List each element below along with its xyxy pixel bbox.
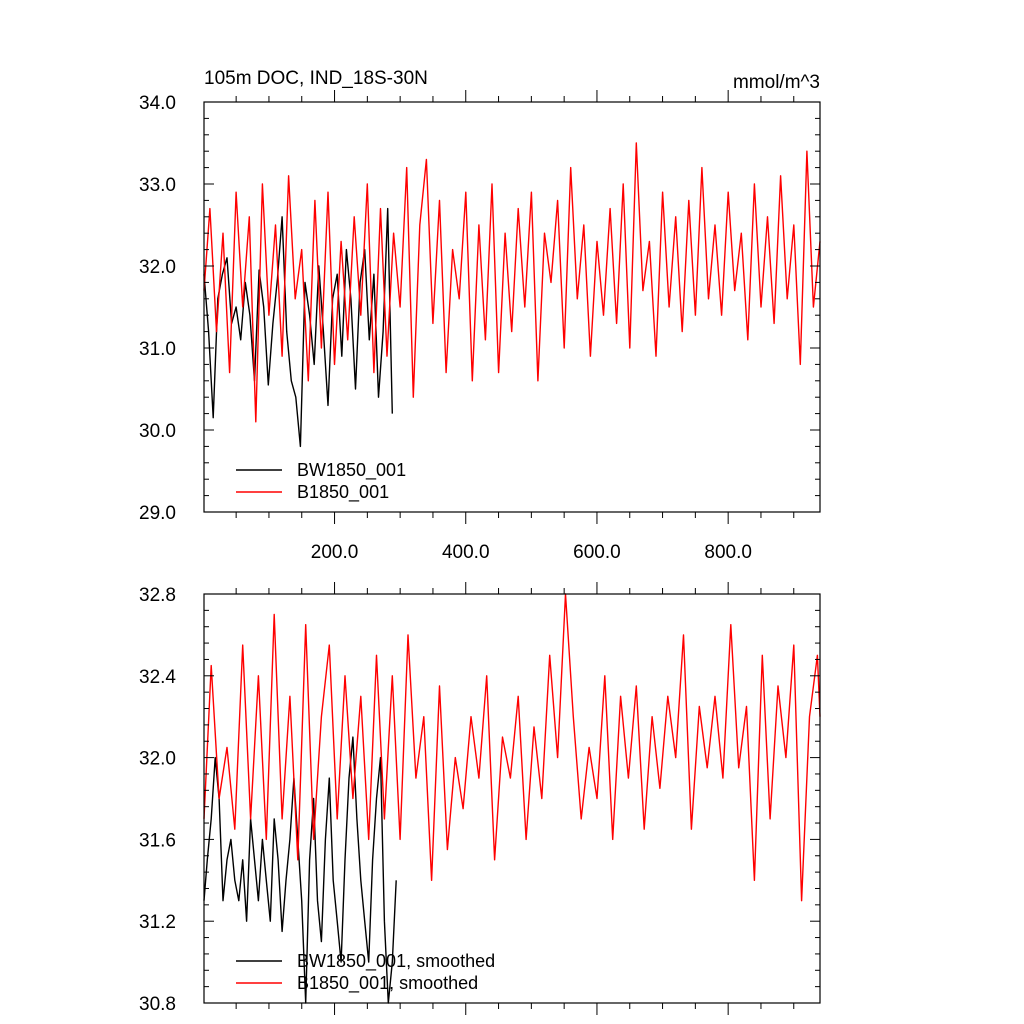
- y-tick-label: 32.8: [139, 585, 176, 606]
- y-tick-label: 32.0: [139, 749, 176, 770]
- series-line-1: [203, 142, 821, 423]
- y-tick-label: 34.0: [139, 93, 176, 114]
- y-tick-label: 30.0: [139, 421, 176, 442]
- y-tick-label: 31.6: [139, 830, 176, 851]
- y-tick-label: 29.0: [139, 503, 176, 524]
- y-tick-label: 32.0: [139, 257, 176, 278]
- y-tick-label: 31.0: [139, 339, 176, 360]
- x-tick-label: 600.0: [573, 542, 621, 563]
- bottom-plot-area: [203, 593, 821, 1004]
- top-units: mmol/m^3: [733, 72, 820, 93]
- y-tick-label: 33.0: [139, 175, 176, 196]
- bottom-panel: 30.8 31.2 31.6 32.0 32.4 32.8 BW1850_001, smo…: [139, 582, 821, 1015]
- legend-label-0: BW1850_001, smoothed: [297, 951, 495, 972]
- plot-frame: [203, 101, 821, 513]
- legend-label-0: BW1850_001: [297, 460, 406, 481]
- y-tick-label: 31.2: [139, 912, 176, 933]
- y-tick-label: 32.4: [139, 667, 176, 688]
- series-line-1: [203, 593, 821, 902]
- y-tick-label: 30.8: [139, 994, 176, 1015]
- x-tick-label: 400.0: [442, 542, 490, 563]
- x-tick-label: 200.0: [311, 542, 359, 563]
- legend-label-1: B1850_001, smoothed: [297, 973, 478, 994]
- series-line-0: [203, 736, 397, 1004]
- top-plot-area: [203, 142, 821, 448]
- bottom-axes: 30.8 31.2 31.6 32.0 32.4 32.8: [139, 582, 821, 1015]
- top-axes: 29.0 30.0 31.0 32.0 33.0 34.0 200.0 400.0 600.0 8…: [139, 90, 821, 563]
- legend-label-1: B1850_001: [297, 482, 389, 503]
- top-title: 105m DOC, IND_18S-30N: [204, 68, 428, 89]
- x-tick-label: 800.0: [704, 542, 752, 563]
- plot-frame: [203, 593, 821, 1004]
- series-line-0: [203, 207, 393, 448]
- top-panel: 105m DOC, IND_18S-30N mmol/m^3 29.0 30.0 3…: [139, 68, 821, 563]
